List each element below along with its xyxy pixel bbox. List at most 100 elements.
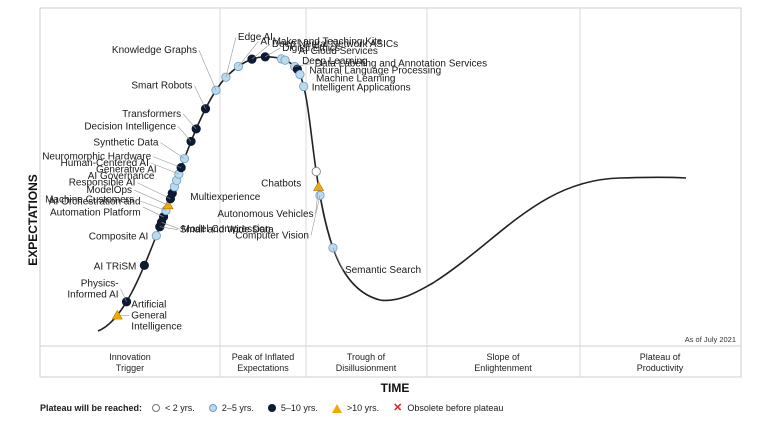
as-of-note: As of July 2021 xyxy=(685,335,736,344)
open-circle-icon xyxy=(152,404,161,412)
leader-line xyxy=(294,63,313,67)
phase-label: Slope of Enlightenment xyxy=(474,352,532,373)
technology-label: Transformers xyxy=(122,109,181,120)
technology-label: AI Governance xyxy=(88,171,155,182)
technology-label: Knowledge Graphs xyxy=(112,45,197,56)
technology-label: Digital Ethics xyxy=(282,43,340,54)
technology-label: Deep Neural Network ASICs xyxy=(272,39,398,50)
technology-labels: Artificial General Intelligence Physics-Inf… xyxy=(42,32,487,332)
technology-label: AI Orchestration and Automation Platform xyxy=(49,196,141,218)
legend-item-obsolete: ✕ Obsolete before plateau xyxy=(393,402,504,414)
technology-marker xyxy=(162,199,174,210)
technology-label: ModelOps xyxy=(86,185,132,196)
technology-label: Machine Learning xyxy=(316,73,396,84)
legend-item-5to10: 5–10 yrs. xyxy=(267,403,318,413)
dark-circle-icon xyxy=(267,404,276,412)
phase-label: Peak of Inflated Expectations xyxy=(232,352,295,373)
legend-label: 5–10 yrs. xyxy=(280,403,318,413)
technology-label: Machine Customers xyxy=(45,194,134,205)
legend-item-lt2: < 2 yrs. xyxy=(152,403,195,413)
technology-label: Autonomous Vehicles xyxy=(217,209,313,220)
phase-label: Plateau of Productivity xyxy=(637,352,684,373)
hype-curve xyxy=(97,56,687,332)
leader-line xyxy=(142,206,164,218)
technology-label: Composite AI xyxy=(89,232,148,243)
technology-marker xyxy=(151,231,161,241)
x-axis-title: TIME xyxy=(381,381,410,395)
technology-label: Synthetic Data xyxy=(93,138,158,149)
leader-lines xyxy=(117,37,344,316)
legend-title: Plateau will be reached: xyxy=(40,403,143,413)
red-x-icon: ✕ xyxy=(393,402,403,414)
technology-label: Responsible AI xyxy=(69,178,136,189)
leader-line xyxy=(315,186,319,214)
leader-line xyxy=(153,156,182,168)
leader-line xyxy=(310,195,321,236)
leader-line xyxy=(225,37,237,78)
technology-marker xyxy=(280,55,290,65)
technology-label: Artificial General Intelligence xyxy=(131,299,182,332)
phase-labels: Innovation Trigger Peak of Inflated Expecta… xyxy=(109,352,684,373)
legend-label: >10 yrs. xyxy=(346,403,380,413)
technology-label: AI Maker and Teaching Kits xyxy=(260,36,382,47)
technology-label: Natural Language Processing xyxy=(309,65,441,76)
leader-line xyxy=(332,247,344,270)
leader-line xyxy=(150,162,179,175)
technology-marker xyxy=(311,166,321,177)
technology-marker xyxy=(111,309,123,320)
technology-markers xyxy=(111,52,338,320)
light-blue-circle-icon xyxy=(208,404,217,412)
technology-label: Decision Intelligence xyxy=(84,121,176,132)
technology-marker xyxy=(139,260,149,270)
technology-label: Neuromorphic Hardware xyxy=(42,152,151,163)
leader-line xyxy=(265,47,281,58)
technology-label: Data Labeling and Annotation Services xyxy=(315,58,487,69)
leader-line xyxy=(120,288,127,302)
technology-marker xyxy=(260,52,270,62)
technology-label: Small and Wide Data xyxy=(180,225,274,236)
yellow-triangle-icon xyxy=(331,403,342,413)
technology-marker xyxy=(295,69,305,80)
legend-label: Obsolete before plateau xyxy=(407,403,504,413)
leader-line xyxy=(137,182,171,199)
technology-label: Chatbots xyxy=(261,179,301,190)
technology-marker xyxy=(299,81,309,92)
technology-marker xyxy=(211,85,221,95)
technology-label: Intelligent Applications xyxy=(312,82,411,93)
leader-line xyxy=(251,43,271,60)
leader-line xyxy=(133,189,169,206)
leader-line xyxy=(135,199,167,211)
technology-marker xyxy=(121,297,132,307)
technology-label: Semantic Search xyxy=(345,265,421,276)
technology-label: AI TRiSM xyxy=(94,261,137,272)
technology-label: Physics-Informed AI xyxy=(67,278,118,300)
leader-line xyxy=(161,221,180,230)
technology-marker xyxy=(313,181,325,191)
leader-line xyxy=(160,142,185,159)
phase-label: Trough of Disillusionment xyxy=(336,352,397,373)
leader-line xyxy=(238,41,259,67)
legend-item-2to5: 2–5 yrs. xyxy=(208,403,254,413)
legend-item-gt10: >10 yrs. xyxy=(331,403,380,413)
leader-line xyxy=(159,226,178,231)
technology-label: Computer Vision xyxy=(235,230,309,241)
phase-label: Innovation Trigger xyxy=(109,352,151,373)
legend: Plateau will be reached: < 2 yrs. 2–5 yr… xyxy=(40,402,517,414)
technology-label: Generative AI xyxy=(96,164,157,175)
leader-line xyxy=(182,113,197,130)
leader-line xyxy=(177,126,192,142)
y-axis-title: EXPECTATIONS xyxy=(26,174,40,266)
legend-label: < 2 yrs. xyxy=(165,403,195,413)
technology-label: Model Compression xyxy=(181,224,270,235)
plot-frame xyxy=(39,7,742,378)
technology-label: Edge AI xyxy=(238,32,273,43)
leader-line xyxy=(194,85,206,109)
legend-label: 2–5 yrs. xyxy=(221,403,254,413)
leader-line xyxy=(198,50,217,91)
technology-label: AI Cloud Services xyxy=(298,46,377,57)
technology-label: Deep Learning xyxy=(302,56,368,67)
technology-label: Human-Centered AI xyxy=(60,158,148,169)
technology-label: Multiexperience xyxy=(190,192,260,203)
technology-label: Smart Robots xyxy=(131,81,192,92)
